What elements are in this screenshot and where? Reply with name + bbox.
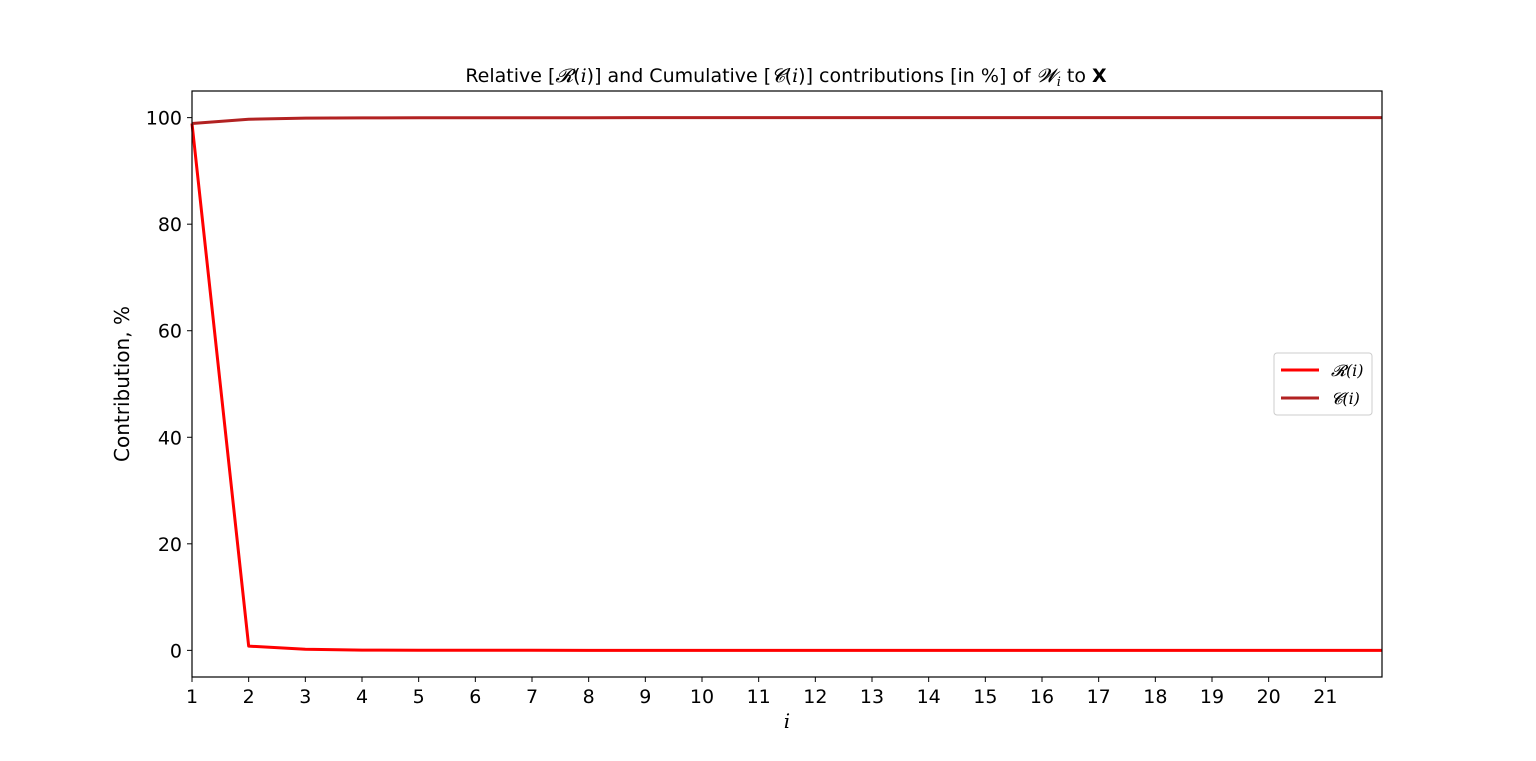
x-tick-label: 2 [243,686,255,708]
x-axis: 1 2 3 4 5 6 7 8 9 10 11 12 13 14 15 16 17 18 19 20 21 [186,677,1337,708]
x-axis-label: i [784,709,790,733]
x-tick-label: 5 [413,686,425,708]
title-i-2: i [792,65,798,87]
x-tick-label: 20 [1257,686,1281,708]
y-tick-label: 60 [158,321,182,343]
x-tick-label: 18 [1143,686,1167,708]
title-i-1: i [581,65,587,87]
x-tick-label: 15 [973,686,997,708]
y-axis-label: Contribution, % [110,306,134,462]
y-tick-label: 100 [146,108,182,130]
legend-label-r: 𝓡(i) [1331,361,1364,380]
x-tick-label: 10 [690,686,714,708]
y-tick-label: 40 [158,427,182,449]
y-tick-label: 20 [158,534,182,556]
axes-frame [191,90,1383,678]
x-tick-label: 14 [917,686,941,708]
plot-area [190,116,1382,652]
legend-label-c: 𝓒(i) [1331,389,1360,408]
series-line-1 [191,116,1382,125]
title-paren-close-2: ) [798,65,805,87]
y-tick-label: 0 [170,640,182,662]
y-axis: 0 20 40 60 80 100 [146,108,192,662]
x-tick-label: 19 [1200,686,1224,708]
x-tick-label: 13 [860,686,884,708]
x-tick-label: 9 [639,686,651,708]
title-r-symbol: 𝓡 [555,65,576,87]
x-tick-label: 1 [186,686,198,708]
title-w-subscript: i [1057,75,1061,90]
x-tick-label: 7 [526,686,538,708]
title-after: ] contributions [in %] of [806,65,1037,87]
x-tick-label: 21 [1313,686,1337,708]
title-paren-close-1: ) [587,65,594,87]
title-prefix: Relative [ [465,65,555,87]
legend: 𝓡(i) 𝓒(i) [1273,352,1373,416]
y-tick-label: 80 [158,214,182,236]
x-tick-label: 6 [469,686,481,708]
chart-title: Relative [𝓡(i)] and Cumulative [𝓒(i)] co… [465,65,1107,90]
title-paren-open-1: ( [573,65,580,87]
title-paren-open-2: ( [785,65,792,87]
x-tick-label: 12 [803,686,827,708]
title-to: to [1061,65,1092,87]
x-tick-label: 17 [1087,686,1111,708]
x-tick-label: 8 [583,686,595,708]
x-tick-label: 16 [1030,686,1054,708]
x-tick-label: 11 [747,686,771,708]
title-w-symbol: 𝓦 [1037,65,1061,87]
x-tick-label: 4 [356,686,368,708]
title-mid: ] and Cumulative [ [594,65,771,87]
title-x-bold: X [1092,65,1107,87]
x-tick-label: 3 [299,686,311,708]
series-line-0 [190,123,1382,652]
